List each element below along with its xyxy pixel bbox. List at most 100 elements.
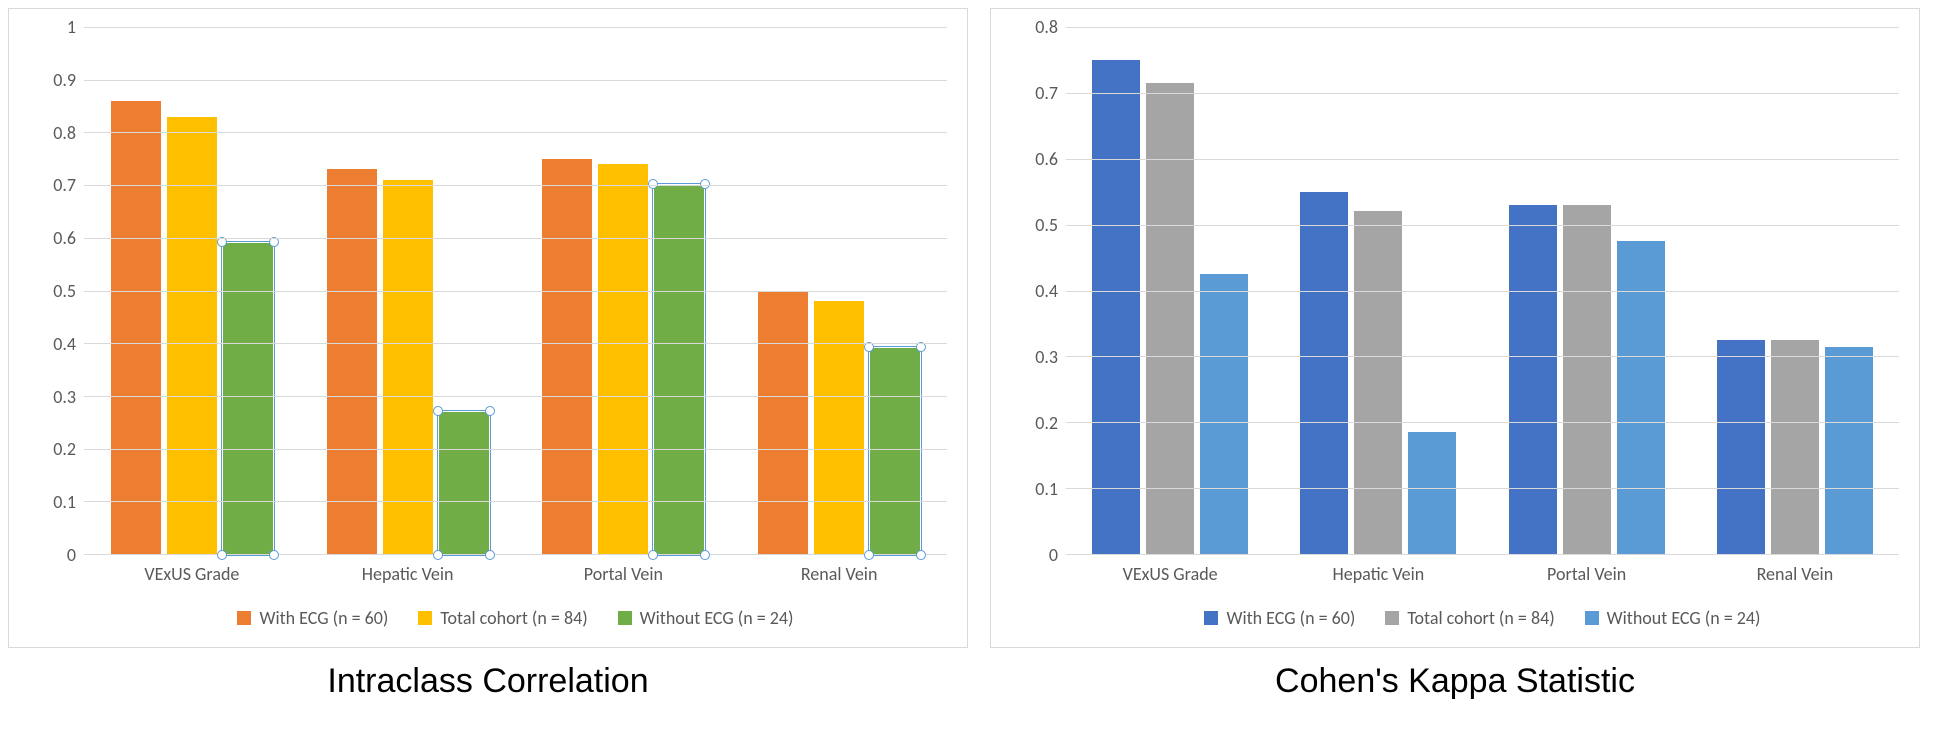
gridline xyxy=(84,132,947,133)
legend-swatch-icon xyxy=(618,611,632,625)
y-tick-label: 0.7 xyxy=(1035,82,1058,104)
y-tick-label: 0.6 xyxy=(53,227,76,249)
legend-label: With ECG (n = 60) xyxy=(1226,607,1355,629)
gridline xyxy=(1066,422,1899,423)
bar[interactable] xyxy=(870,348,920,554)
x-tick-label: Hepatic Vein xyxy=(300,555,516,595)
bar[interactable] xyxy=(1771,340,1819,554)
bar[interactable] xyxy=(1617,241,1665,554)
bar[interactable] xyxy=(1825,347,1873,555)
bar[interactable] xyxy=(1717,340,1765,554)
gridline xyxy=(1066,291,1899,292)
y-tick-label: 0.5 xyxy=(1035,214,1058,236)
chart-caption: Cohen's Kappa Statistic xyxy=(1275,662,1635,701)
y-tick-label: 0.4 xyxy=(1035,280,1058,302)
gridline xyxy=(1066,93,1899,94)
bar[interactable] xyxy=(1509,205,1557,554)
bar[interactable] xyxy=(542,159,592,554)
selection-outline xyxy=(868,346,922,556)
x-axis: VExUS GradeHepatic VeinPortal VeinRenal … xyxy=(84,555,947,595)
legend: With ECG (n = 60) Total cohort (n = 84) Wi… xyxy=(1066,595,1899,635)
legend-swatch-icon xyxy=(1204,611,1218,625)
y-tick-label: 0.6 xyxy=(1035,148,1058,170)
gridline xyxy=(1066,225,1899,226)
gridline xyxy=(1066,356,1899,357)
legend-swatch-icon xyxy=(1585,611,1599,625)
legend-label: Without ECG (n = 24) xyxy=(1607,607,1761,629)
bar[interactable] xyxy=(327,169,377,554)
selection-handle-icon[interactable] xyxy=(433,406,443,416)
x-axis: VExUS GradeHepatic VeinPortal VeinRenal … xyxy=(1066,555,1899,595)
legend-item[interactable]: Total cohort (n = 84) xyxy=(418,607,587,629)
legend-swatch-icon xyxy=(1385,611,1399,625)
selection-outline xyxy=(221,241,275,556)
bar[interactable] xyxy=(1092,60,1140,554)
cohens-kappa-panel: 00.10.20.30.40.50.60.70.8 VExUS GradeHep… xyxy=(990,8,1920,726)
y-tick-label: 0.5 xyxy=(53,280,76,302)
legend-label: With ECG (n = 60) xyxy=(259,607,388,629)
selection-outline xyxy=(437,410,491,556)
y-tick-label: 0 xyxy=(1049,544,1058,566)
intraclass-correlation-chart: 00.10.20.30.40.50.60.70.80.91 VExUS Grad… xyxy=(8,8,968,648)
bar[interactable] xyxy=(1300,192,1348,554)
gridline xyxy=(84,27,947,28)
gridline xyxy=(84,80,947,81)
bar[interactable] xyxy=(1354,211,1402,554)
y-tick-label: 0.8 xyxy=(1035,16,1058,38)
selection-handle-icon[interactable] xyxy=(485,406,495,416)
gridline xyxy=(84,185,947,186)
bar[interactable] xyxy=(1408,432,1456,554)
y-tick-label: 0.2 xyxy=(1035,412,1058,434)
bar[interactable] xyxy=(1146,83,1194,554)
y-tick-label: 1 xyxy=(67,16,76,38)
legend-item[interactable]: Without ECG (n = 24) xyxy=(1585,607,1761,629)
x-tick-label: Renal Vein xyxy=(731,555,947,595)
x-tick-label: VExUS Grade xyxy=(84,555,300,595)
cohens-kappa-chart: 00.10.20.30.40.50.60.70.8 VExUS GradeHep… xyxy=(990,8,1920,648)
plot-row: 00.10.20.30.40.50.60.70.80.91 xyxy=(29,27,947,555)
chart-caption: Intraclass Correlation xyxy=(327,662,648,701)
bar[interactable] xyxy=(654,185,704,554)
bar[interactable] xyxy=(814,301,864,554)
x-tick-label: VExUS Grade xyxy=(1066,555,1274,595)
bar[interactable] xyxy=(758,291,808,555)
bar[interactable] xyxy=(111,101,161,554)
x-tick-label: Hepatic Vein xyxy=(1274,555,1482,595)
y-tick-label: 0.1 xyxy=(53,491,76,513)
legend-label: Total cohort (n = 84) xyxy=(1407,607,1554,629)
legend: With ECG (n = 60) Total cohort (n = 84) Wi… xyxy=(84,595,947,635)
x-tick-label: Portal Vein xyxy=(516,555,732,595)
y-tick-label: 0.3 xyxy=(53,386,76,408)
y-tick-label: 0 xyxy=(67,544,76,566)
legend-item[interactable]: Without ECG (n = 24) xyxy=(618,607,794,629)
legend-swatch-icon xyxy=(418,611,432,625)
gridline xyxy=(1066,159,1899,160)
bar[interactable] xyxy=(1563,205,1611,554)
y-tick-label: 0.7 xyxy=(53,174,76,196)
y-tick-label: 0.3 xyxy=(1035,346,1058,368)
legend-label: Without ECG (n = 24) xyxy=(640,607,794,629)
legend-item[interactable]: Total cohort (n = 84) xyxy=(1385,607,1554,629)
intraclass-correlation-panel: 00.10.20.30.40.50.60.70.80.91 VExUS Grad… xyxy=(8,8,968,726)
bar[interactable] xyxy=(167,117,217,554)
bar[interactable] xyxy=(383,180,433,554)
y-tick-label: 0.9 xyxy=(53,69,76,91)
plot-area xyxy=(1066,27,1899,555)
bar[interactable] xyxy=(1200,274,1248,554)
bar[interactable] xyxy=(439,412,489,554)
gridline xyxy=(1066,27,1899,28)
legend-item[interactable]: With ECG (n = 60) xyxy=(1204,607,1355,629)
gridline xyxy=(84,396,947,397)
gridline xyxy=(84,449,947,450)
plot-area xyxy=(84,27,947,555)
bar[interactable] xyxy=(598,164,648,554)
gridline xyxy=(84,291,947,292)
gridline xyxy=(84,238,947,239)
charts-page: 0 0.1 0.2 0.3 0.4 0.5 0.6 0.7 0.8 0.9 1 VExUS Grad… xyxy=(0,0,1960,734)
y-axis: 00.10.20.30.40.50.60.70.80.91 xyxy=(29,27,84,555)
legend-item[interactable]: With ECG (n = 60) xyxy=(237,607,388,629)
y-axis: 00.10.20.30.40.50.60.70.8 xyxy=(1011,27,1066,555)
legend-swatch-icon xyxy=(237,611,251,625)
legend-label: Total cohort (n = 84) xyxy=(440,607,587,629)
gridline xyxy=(84,343,947,344)
